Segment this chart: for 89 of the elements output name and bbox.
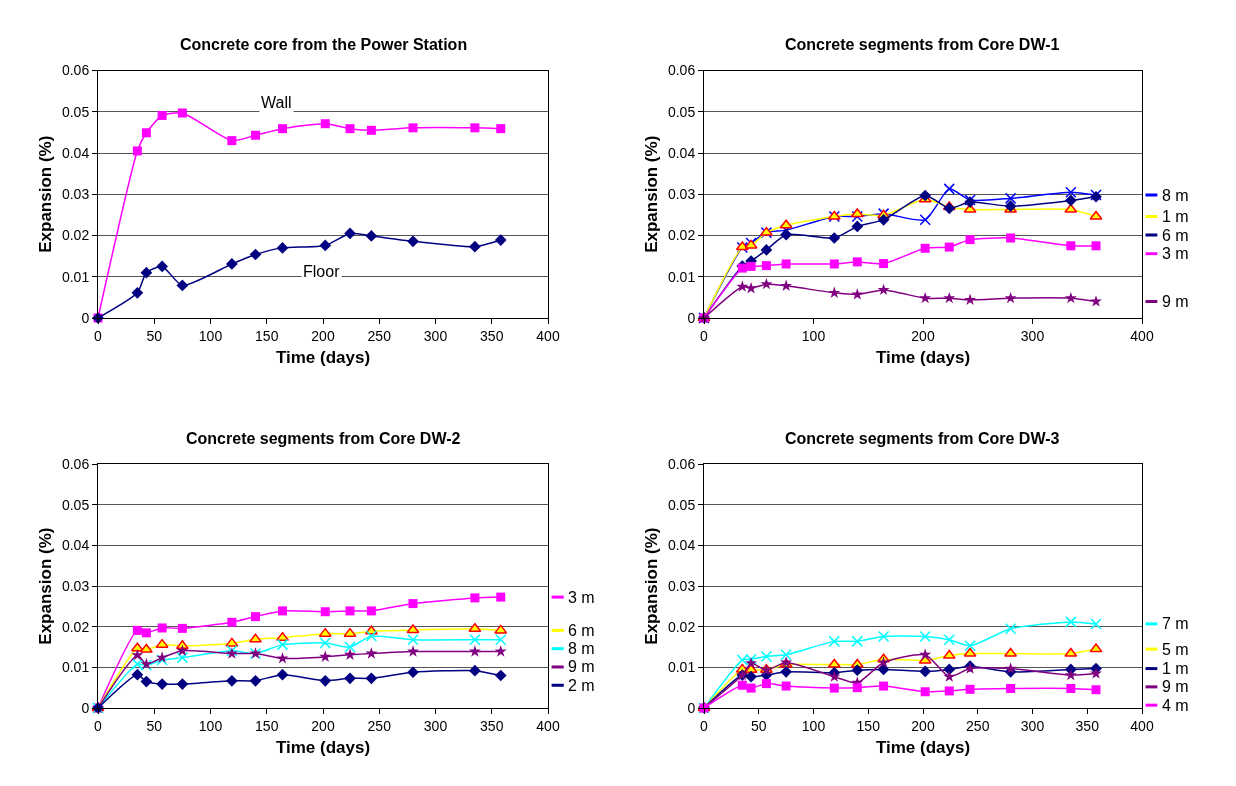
x-tick-label: 0 — [94, 327, 103, 344]
y-tick-label: 0.06 — [667, 62, 696, 79]
x-tick-label: 350 — [480, 717, 504, 734]
x-axis-title: Time (days) — [875, 738, 971, 758]
y-tick-label: 0.04 — [61, 537, 90, 554]
x-tick-label: 250 — [367, 717, 392, 734]
x-axis-title: Time (days) — [875, 348, 971, 368]
x-tick-label: 200 — [311, 717, 335, 734]
legend-label: 3 m — [568, 589, 595, 606]
chart-title: Concrete segments from Core DW-3 — [785, 430, 1060, 447]
legend-label: 4 m — [1162, 697, 1189, 714]
x-tick-label: 250 — [966, 717, 990, 734]
x-tick-label: 400 — [536, 717, 560, 734]
y-tick-label: 0.04 — [667, 537, 696, 554]
y-tick-label: 0.03 — [667, 578, 696, 595]
x-tick-label: 350 — [1075, 717, 1100, 734]
x-tick-label: 150 — [856, 717, 881, 734]
y-tick-label: 0.02 — [61, 227, 90, 244]
legend-label: 3 m — [1162, 245, 1189, 262]
x-axis-title: Time (days) — [275, 348, 371, 368]
legend-label: 8 m — [568, 640, 595, 657]
legend-label: 6 m — [1162, 227, 1189, 244]
legend-label: 2 m — [568, 677, 595, 694]
y-tick-label: 0.05 — [667, 103, 696, 120]
x-tick-label: 300 — [1020, 717, 1045, 734]
x-tick-label: 100 — [198, 327, 223, 344]
x-tick-label: 0 — [94, 717, 103, 734]
y-tick-label: 0.05 — [667, 496, 696, 513]
y-tick-label: 0.04 — [61, 144, 90, 161]
y-tick-label: 0.02 — [667, 618, 696, 635]
x-tick-label: 400 — [536, 327, 560, 344]
chart-title: Concrete core from the Power Station — [180, 36, 468, 53]
y-tick-label: 0.05 — [61, 103, 90, 120]
legend-label: 9 m — [568, 658, 595, 675]
legend-label: 8 m — [1162, 187, 1189, 204]
y-tick-label: 0.06 — [61, 456, 90, 473]
y-tick-label: 0.03 — [61, 186, 90, 203]
x-tick-label: 300 — [423, 327, 448, 344]
y-axis-title: Expansion (%) — [641, 135, 661, 253]
series-label: Floor — [303, 263, 341, 280]
x-tick-label: 100 — [801, 717, 826, 734]
y-tick-label: 0.01 — [61, 268, 90, 285]
y-tick-label: 0.01 — [667, 268, 696, 285]
x-tick-label: 300 — [1020, 327, 1045, 344]
chart-title: Concrete segments from Core DW-1 — [785, 36, 1060, 53]
y-tick-label: 0.04 — [667, 144, 696, 161]
x-tick-label: 200 — [311, 327, 335, 344]
y-axis-title: Expansion (%) — [641, 527, 661, 645]
y-tick-label: 0 — [687, 309, 696, 326]
x-tick-label: 150 — [255, 327, 279, 344]
legend-label: 7 m — [1162, 615, 1189, 632]
legend-label: 5 m — [1162, 641, 1189, 658]
x-tick-label: 400 — [1130, 717, 1154, 734]
y-tick-label: 0 — [81, 699, 90, 716]
x-axis-title: Time (days) — [275, 738, 371, 758]
x-tick-label: 100 — [198, 717, 223, 734]
legend-label: 9 m — [1162, 678, 1189, 695]
legend-label: 9 m — [1162, 293, 1189, 310]
y-tick-label: 0.03 — [667, 186, 696, 203]
legend-label: 1 m — [1162, 208, 1189, 225]
x-tick-label: 0 — [700, 327, 709, 344]
y-tick-label: 0 — [81, 309, 90, 326]
x-tick-label: 200 — [911, 327, 935, 344]
x-tick-label: 50 — [750, 717, 767, 734]
chart-title: Concrete segments from Core DW-2 — [186, 430, 461, 447]
y-tick-label: 0.06 — [667, 456, 696, 473]
y-tick-label: 0.05 — [61, 496, 90, 513]
x-tick-label: 100 — [801, 327, 826, 344]
legend-label: 1 m — [1162, 660, 1189, 677]
y-tick-label: 0.06 — [61, 62, 90, 79]
y-axis-title: Expansion (%) — [35, 527, 55, 645]
x-tick-label: 50 — [146, 717, 163, 734]
y-tick-label: 0 — [687, 699, 696, 716]
x-tick-label: 150 — [255, 717, 279, 734]
y-tick-label: 0.01 — [61, 659, 90, 676]
x-tick-label: 350 — [480, 327, 504, 344]
x-tick-label: 200 — [911, 717, 935, 734]
x-tick-label: 400 — [1130, 327, 1154, 344]
x-tick-label: 250 — [367, 327, 392, 344]
y-tick-label: 0.02 — [61, 618, 90, 635]
x-tick-label: 50 — [146, 327, 163, 344]
y-tick-label: 0.03 — [61, 578, 90, 595]
legend-label: 6 m — [568, 622, 595, 639]
y-tick-label: 0.01 — [667, 659, 696, 676]
y-tick-label: 0.02 — [667, 227, 696, 244]
x-tick-label: 300 — [423, 717, 448, 734]
series-label: Wall — [261, 94, 292, 111]
x-tick-label: 0 — [700, 717, 709, 734]
y-axis-title: Expansion (%) — [35, 135, 55, 253]
